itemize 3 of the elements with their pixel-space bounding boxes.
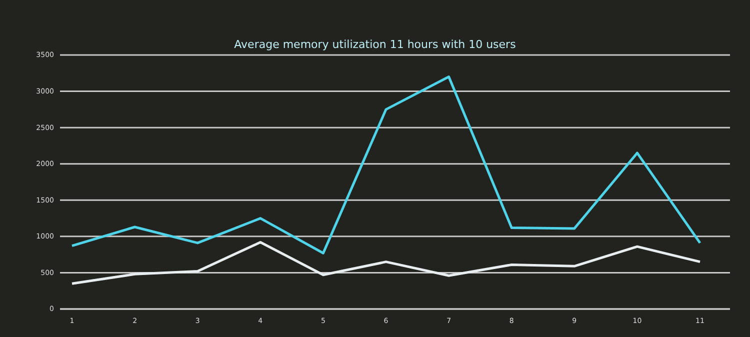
line-series — [70, 240, 702, 285]
line-series — [70, 76, 702, 254]
chart-title: Average memory utilization 11 hours with 10 users — [234, 38, 516, 51]
